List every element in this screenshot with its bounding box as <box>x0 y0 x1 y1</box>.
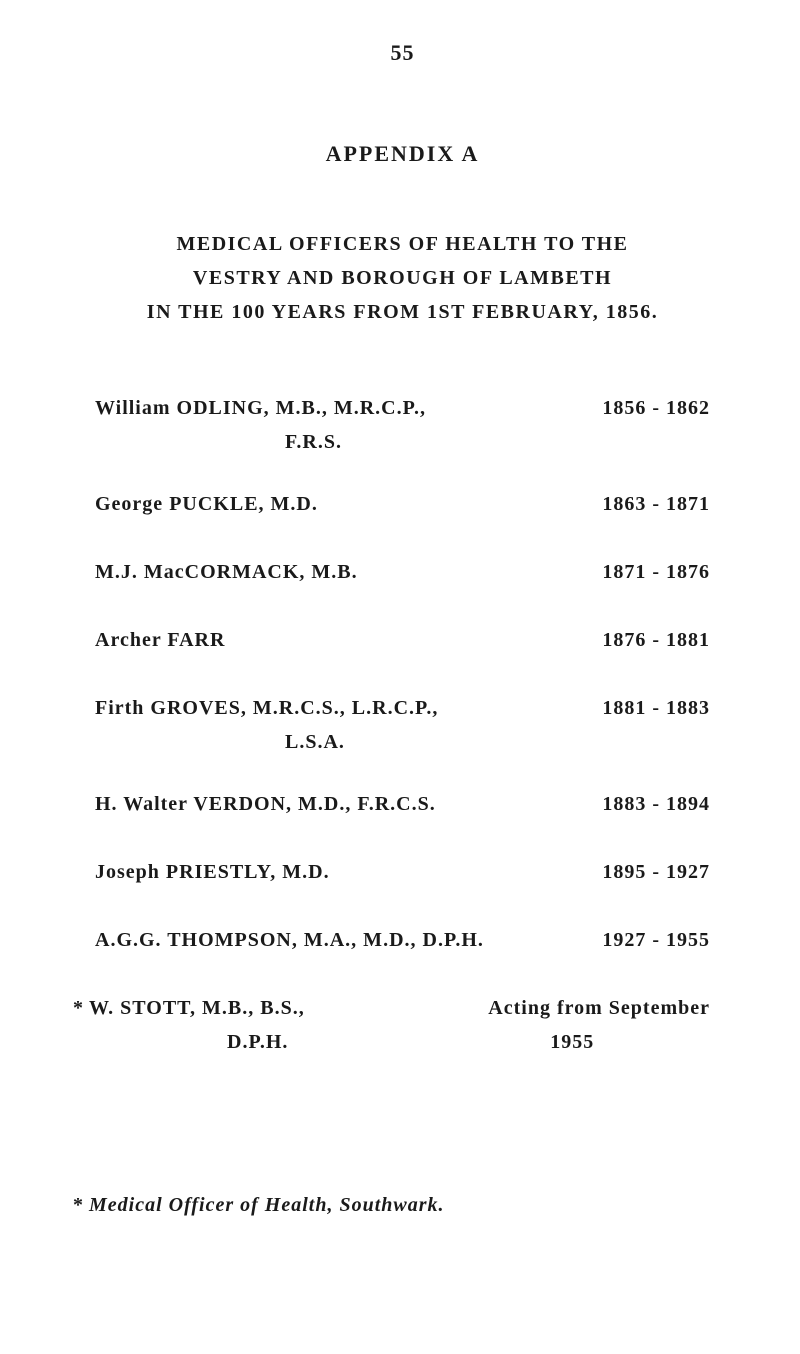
officer-years: 1871 - 1876 <box>582 555 710 589</box>
heading-block: MEDICAL OFFICERS OF HEALTH TO THE VESTRY… <box>95 227 710 329</box>
officer-row: William ODLING, M.B., M.R.C.P., F.R.S. 1… <box>95 391 710 459</box>
officer-years: 1881 - 1883 <box>582 691 710 725</box>
officer-name: George PUCKLE, M.D. <box>95 487 582 521</box>
officer-name-line2: D.P.H. <box>95 1031 288 1053</box>
officer-row: Archer FARR 1876 - 1881 <box>95 623 710 657</box>
officer-name-line2: F.R.S. <box>95 431 342 453</box>
officer-years: 1876 - 1881 <box>582 623 710 657</box>
officer-name: William ODLING, M.B., M.R.C.P., F.R.S. <box>95 391 582 459</box>
officer-row: Firth GROVES, M.R.C.S., L.R.C.P., L.S.A.… <box>95 691 710 759</box>
asterisk-icon: * <box>73 1194 89 1217</box>
document-page: 55 APPENDIX A MEDICAL OFFICERS OF HEALTH… <box>0 0 800 1354</box>
officer-row: M.J. MacCORMACK, M.B. 1871 - 1876 <box>95 555 710 589</box>
officer-name-line1: William ODLING, M.B., M.R.C.P., <box>95 397 426 419</box>
officer-years: 1895 - 1927 <box>582 855 710 889</box>
officer-name: A.G.G. THOMPSON, M.A., M.D., D.P.H. <box>95 923 582 957</box>
footnote: *Medical Officer of Health, Southwark. <box>95 1194 710 1217</box>
officer-name: Archer FARR <box>95 623 582 657</box>
footnote-text-italic: Southwark. <box>333 1194 444 1216</box>
officer-name: *W. STOTT, M.B., B.S., D.P.H. <box>95 991 468 1059</box>
footnote-text-prefix: Medical Officer of Health, <box>89 1194 333 1216</box>
officer-row: A.G.G. THOMPSON, M.A., M.D., D.P.H. 1927… <box>95 923 710 957</box>
officer-years: 1883 - 1894 <box>582 787 710 821</box>
officer-row: George PUCKLE, M.D. 1863 - 1871 <box>95 487 710 521</box>
officer-years-line2: 1955 <box>488 1031 594 1053</box>
heading-line-2: VESTRY AND BOROUGH OF LAMBETH <box>95 261 710 295</box>
officer-name-line2: L.S.A. <box>95 731 345 753</box>
heading-line-3: IN THE 100 YEARS FROM 1ST FEBRUARY, 1856… <box>95 295 710 329</box>
officer-row: *W. STOTT, M.B., B.S., D.P.H. Acting fro… <box>95 991 710 1059</box>
officer-years: Acting from September 1955 <box>468 991 710 1059</box>
asterisk-icon: * <box>73 991 89 1025</box>
officer-years: 1856 - 1862 <box>582 391 710 425</box>
officer-name-line1: Firth GROVES, M.R.C.S., L.R.C.P., <box>95 697 438 719</box>
appendix-title: APPENDIX A <box>95 141 710 167</box>
officer-list: William ODLING, M.B., M.R.C.P., F.R.S. 1… <box>95 391 710 1059</box>
officer-name: H. Walter VERDON, M.D., F.R.C.S. <box>95 787 582 821</box>
officer-name: Joseph PRIESTLY, M.D. <box>95 855 582 889</box>
officer-row: Joseph PRIESTLY, M.D. 1895 - 1927 <box>95 855 710 889</box>
page-number: 55 <box>95 40 710 66</box>
heading-line-1: MEDICAL OFFICERS OF HEALTH TO THE <box>95 227 710 261</box>
officer-name-line1: W. STOTT, M.B., B.S., <box>89 997 305 1019</box>
officer-years: 1927 - 1955 <box>582 923 710 957</box>
officer-years: 1863 - 1871 <box>582 487 710 521</box>
officer-name: Firth GROVES, M.R.C.S., L.R.C.P., L.S.A. <box>95 691 582 759</box>
officer-name: M.J. MacCORMACK, M.B. <box>95 555 582 589</box>
officer-row: H. Walter VERDON, M.D., F.R.C.S. 1883 - … <box>95 787 710 821</box>
officer-years-line1: Acting from September <box>488 997 710 1019</box>
